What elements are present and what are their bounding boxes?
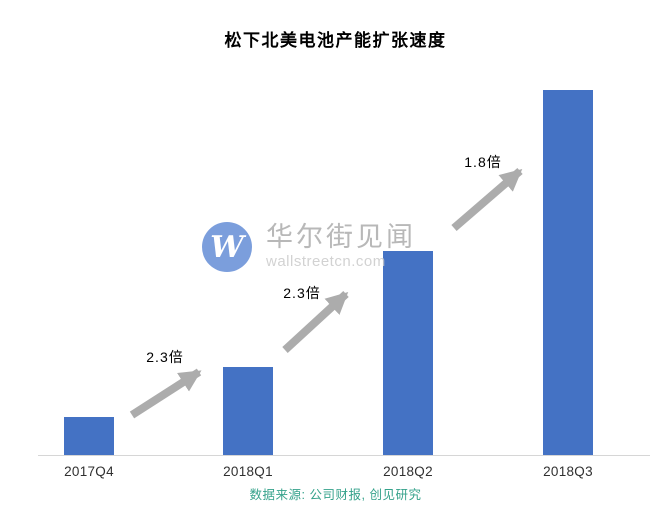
x-tick-label: 2018Q3 [543, 464, 593, 479]
growth-annotation: 2.3倍 [146, 349, 184, 365]
chart-title: 松下北美电池产能扩张速度 [224, 31, 447, 50]
x-tick-label: 2018Q1 [223, 464, 273, 479]
bar-2018Q3 [543, 90, 593, 455]
x-axis-line [38, 455, 650, 456]
watermark-domain: wallstreetcn.com [266, 253, 386, 270]
growth-annotation: 1.8倍 [464, 154, 502, 170]
growth-annotation: 2.3倍 [283, 285, 321, 301]
wallstreetcn-logo-icon: W [202, 222, 252, 272]
bar-2018Q2 [383, 251, 433, 455]
watermark-name: 华尔街见闻 [266, 222, 416, 252]
bar-2018Q1 [223, 367, 273, 455]
watermark: W 华尔街见闻 wallstreetcn.com [202, 222, 416, 272]
bar-2017Q4 [64, 417, 114, 455]
watermark-text: 华尔街见闻 wallstreetcn.com [266, 223, 416, 271]
x-tick-label: 2018Q2 [383, 464, 433, 479]
x-tick-label: 2017Q4 [64, 464, 114, 479]
source-note: 数据来源: 公司财报, 创见研究 [249, 488, 422, 502]
